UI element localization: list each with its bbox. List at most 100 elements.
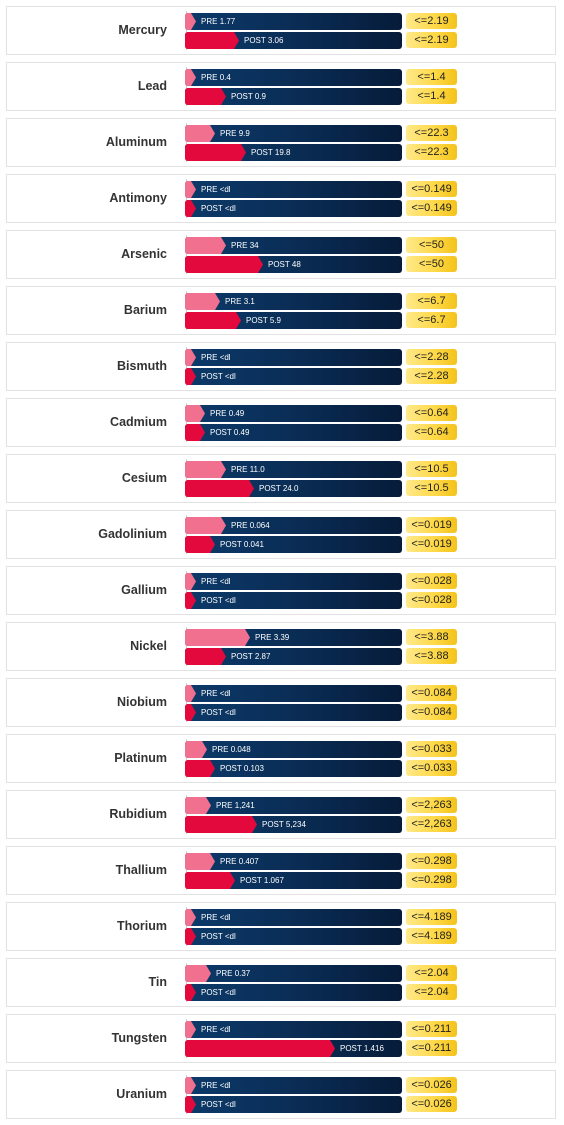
post-bar-track: POST 48 [185, 256, 402, 273]
post-bar [185, 368, 196, 385]
row-divider [186, 627, 187, 666]
series-label: POST [220, 764, 242, 773]
post-bar [185, 32, 239, 49]
element-name: Thorium [117, 919, 167, 933]
pre-bar-track: PRE 1.77 [185, 13, 402, 30]
post-value-label: POST <dl [201, 928, 236, 945]
post-value: 0.041 [243, 540, 264, 549]
pre-value: 0.407 [238, 857, 259, 866]
pre-value: <dl [219, 353, 231, 362]
series-label: PRE [210, 409, 227, 418]
element-name: Nickel [130, 639, 167, 653]
series-label: POST [259, 484, 281, 493]
pre-value-label: PRE 3.1 [225, 293, 255, 310]
post-bar-track: POST 5,234 [185, 816, 402, 833]
pre-value-label: PRE <dl [201, 909, 231, 926]
element-name: Bismuth [117, 359, 167, 373]
pre-bar-track: PRE 0.4 [185, 69, 402, 86]
element-name: Uranium [116, 1087, 167, 1101]
element-name: Lead [137, 79, 167, 93]
pre-value-label: PRE 1.77 [201, 13, 235, 30]
post-bar [185, 704, 196, 721]
pre-reference-badge: <=0.298 [406, 853, 457, 869]
post-bar-track: POST 1.416 [185, 1040, 402, 1057]
series-label: POST [244, 36, 266, 45]
pre-value-label: PRE 0.4 [201, 69, 231, 86]
post-value: 19.8 [274, 148, 291, 157]
row-divider [186, 571, 187, 610]
row-divider [186, 123, 187, 162]
element-name: Cesium [121, 471, 167, 485]
element-name: Arsenic [121, 247, 167, 261]
pre-value: <dl [219, 689, 231, 698]
element-row: Barium PRE 3.1 <=6.7 POST 5.9 <=6.7 [6, 286, 556, 335]
pre-bar-track: PRE 34 [185, 237, 402, 254]
post-bar-track: POST 24.0 [185, 480, 402, 497]
element-row: Antimony PRE <dl <=0.149 POST <dl <=0.149 [6, 174, 556, 223]
element-name: Antimony [109, 191, 167, 205]
pre-value: 1,241 [234, 801, 255, 810]
series-label: PRE [201, 73, 218, 82]
pre-value: <dl [219, 577, 231, 586]
pre-value: 11.0 [249, 465, 265, 474]
post-value: <dl [224, 988, 236, 997]
row-divider [186, 347, 187, 386]
series-label: POST [268, 260, 290, 269]
post-bar [185, 760, 215, 777]
pre-value-label: PRE <dl [201, 573, 231, 590]
post-reference-badge: <=0.033 [406, 760, 457, 776]
post-value-label: POST 48 [268, 256, 301, 273]
post-value: 0.103 [243, 764, 264, 773]
pre-reference-badge: <=22.3 [406, 125, 457, 141]
row-divider [186, 235, 187, 274]
pre-value-label: PRE <dl [201, 181, 231, 198]
pre-bar [185, 125, 215, 142]
post-value-label: POST <dl [201, 704, 236, 721]
series-label: PRE [201, 17, 218, 26]
pre-bar [185, 237, 226, 254]
post-bar-track: POST <dl [185, 1096, 402, 1113]
post-reference-badge: <=22.3 [406, 144, 457, 160]
pre-value-label: PRE 0.064 [231, 517, 270, 534]
post-bar [185, 872, 235, 889]
pre-reference-badge: <=0.64 [406, 405, 457, 421]
row-divider [186, 1075, 187, 1114]
element-row: Thallium PRE 0.407 <=0.298 POST 1.067 <=0.29… [6, 846, 556, 895]
post-value: 24.0 [282, 484, 299, 493]
pre-value-label: PRE 34 [231, 237, 259, 254]
pre-bar [185, 69, 196, 86]
pre-value: <dl [219, 1025, 231, 1034]
post-bar [185, 480, 254, 497]
post-bar [185, 816, 257, 833]
element-row: Mercury PRE 1.77 <=2.19 POST 3.06 <=2.19 [6, 6, 556, 55]
element-name: Gallium [121, 583, 167, 597]
post-value-label: POST <dl [201, 1096, 236, 1113]
post-reference-badge: <=2.28 [406, 368, 457, 384]
element-name: Platinum [114, 751, 167, 765]
pre-bar [185, 853, 215, 870]
post-bar-track: POST 0.041 [185, 536, 402, 553]
pre-value: 0.048 [230, 745, 251, 754]
post-value: 5.9 [269, 316, 281, 325]
pre-reference-badge: <=0.019 [406, 517, 457, 533]
pre-reference-badge: <=0.211 [406, 1021, 457, 1037]
post-reference-badge: <=2,263 [406, 816, 457, 832]
pre-bar [185, 741, 207, 758]
element-row: Thorium PRE <dl <=4.189 POST <dl <=4.189 [6, 902, 556, 951]
series-label: PRE [216, 969, 233, 978]
series-label: POST [246, 316, 268, 325]
post-value: 0.9 [254, 92, 266, 101]
post-bar-track: POST <dl [185, 704, 402, 721]
post-reference-badge: <=10.5 [406, 480, 457, 496]
pre-reference-badge: <=0.026 [406, 1077, 457, 1093]
post-bar-track: POST 5.9 [185, 312, 402, 329]
series-label: POST [210, 428, 232, 437]
series-label: PRE [201, 185, 218, 194]
post-value: 2.87 [254, 652, 271, 661]
pre-reference-badge: <=0.084 [406, 685, 457, 701]
post-value-label: POST 5.9 [246, 312, 281, 329]
pre-bar-track: PRE <dl [185, 909, 402, 926]
post-reference-badge: <=0.211 [406, 1040, 457, 1056]
post-bar [185, 88, 226, 105]
series-label: PRE [201, 1025, 218, 1034]
